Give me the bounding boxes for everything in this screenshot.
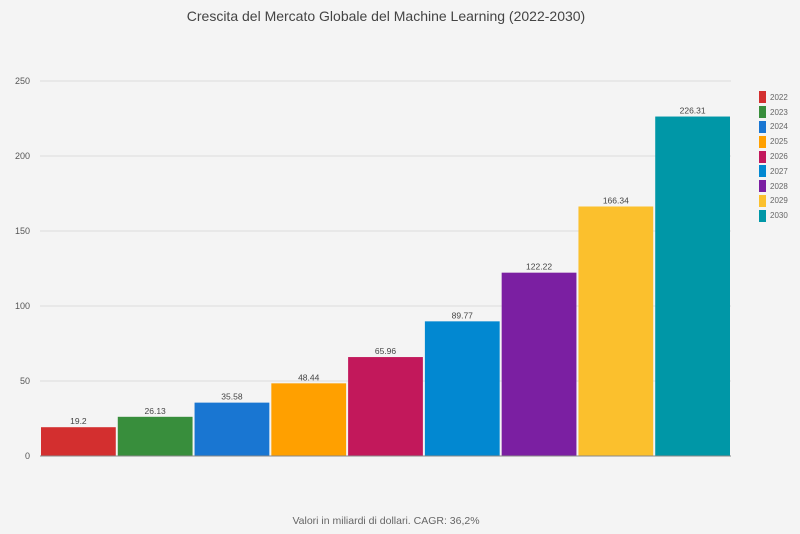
y-tick-label: 200 — [15, 151, 30, 161]
legend-label: 2026 — [770, 152, 788, 162]
bar-2022 — [41, 427, 116, 456]
y-axis-ticks: 0 50 100 150 200 250 — [15, 76, 30, 461]
bar-2024 — [194, 402, 270, 456]
y-tick-label: 100 — [15, 301, 30, 311]
bar-value-label: 19.2 — [70, 416, 87, 426]
bar-2030 — [655, 116, 730, 456]
legend-swatch — [759, 91, 766, 104]
legend-swatch — [759, 120, 766, 133]
y-tick-label: 250 — [15, 76, 30, 86]
chart-footnote: Valori in miliardi di dollari. CAGR: 36,… — [292, 515, 480, 527]
bar-value-label: 65.96 — [375, 346, 397, 356]
legend-item: 2028 — [759, 179, 788, 194]
legend-item: 2027 — [759, 164, 788, 179]
legend-swatch — [759, 135, 766, 148]
y-tick-label: 50 — [20, 376, 30, 386]
bar-2028 — [501, 272, 577, 456]
legend-label: 2029 — [770, 196, 788, 206]
legend-label: 2025 — [770, 137, 788, 147]
bar-2027 — [424, 321, 500, 456]
legend-swatch — [759, 165, 766, 178]
legend-item: 2022 — [759, 90, 788, 105]
legend-label: 2024 — [770, 122, 788, 132]
bar-value-label: 48.44 — [298, 372, 320, 382]
bar-value-label: 26.13 — [145, 406, 167, 416]
legend-swatch — [759, 209, 766, 222]
y-tick-label: 0 — [25, 451, 30, 461]
bar-2025 — [271, 383, 347, 456]
y-tick-label: 150 — [15, 226, 30, 236]
bar-value-label: 89.77 — [452, 310, 474, 320]
bar-value-label: 122.22 — [526, 262, 552, 272]
bar-2026 — [348, 357, 423, 456]
chart-title: Crescita del Mercato Globale del Machine… — [186, 8, 586, 24]
legend-label: 2023 — [770, 107, 788, 117]
legend-item: 2023 — [759, 105, 788, 120]
bar-2029 — [578, 206, 654, 456]
bar-value-label: 226.31 — [680, 106, 706, 116]
bar-value-label: 166.34 — [603, 195, 629, 205]
bar-value-labels: 19.2 26.13 35.58 48.44 65.96 89.77 122.22 166.3… — [70, 106, 706, 427]
bar-value-label: 35.58 — [221, 392, 243, 402]
bars — [41, 116, 730, 456]
legend-swatch — [759, 150, 766, 163]
legend-label: 2028 — [770, 181, 788, 191]
legend-swatch — [759, 194, 766, 207]
legend-swatch — [759, 106, 766, 119]
legend-label: 2027 — [770, 166, 788, 176]
legend-item: 2026 — [759, 149, 788, 164]
legend-item: 2029 — [759, 194, 788, 209]
bar-2023 — [117, 416, 193, 456]
legend-label: 2022 — [770, 92, 788, 102]
chart-legend: 2022 2023 2024 2025 2026 2027 2028 2029 2030 — [759, 90, 788, 223]
legend-item: 2024 — [759, 120, 788, 135]
legend-item: 2030 — [759, 208, 788, 223]
legend-item: 2025 — [759, 134, 788, 149]
legend-swatch — [759, 180, 766, 193]
legend-label: 2030 — [770, 211, 788, 221]
